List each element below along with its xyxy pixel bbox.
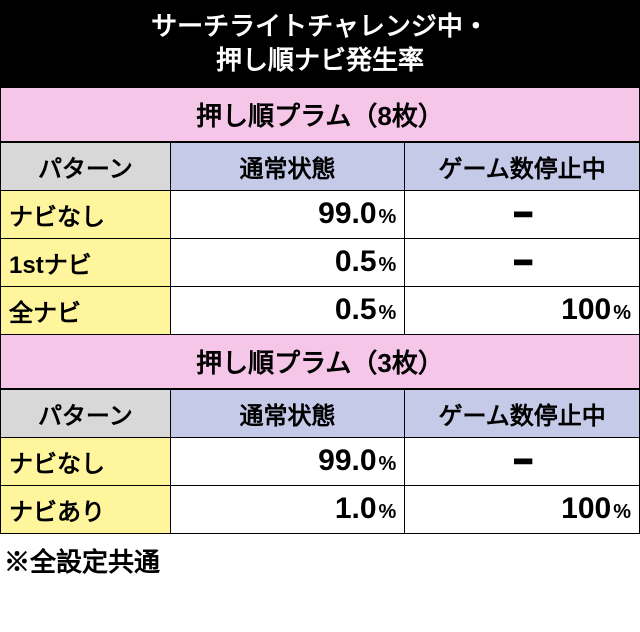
value-number: 100 [561, 293, 611, 326]
value-cell: 0.5% [170, 238, 405, 286]
table-header-row: パターン通常状態ゲーム数停止中 [1, 389, 640, 437]
main-title: サーチライトチャレンジ中・ 押し順ナビ発生率 [0, 0, 640, 88]
percent-label: % [379, 302, 397, 324]
table-row: ナビあり1.0%100% [1, 485, 640, 533]
data-table: パターン通常状態ゲーム数停止中ナビなし99.0%━1stナビ0.5%━全ナビ0.… [0, 142, 640, 335]
value-cell: 100% [405, 485, 640, 533]
title-line1: サーチライトチャレンジ中・ [0, 10, 640, 44]
title-line2: 押し順ナビ発生率 [0, 44, 640, 78]
data-table: パターン通常状態ゲーム数停止中ナビなし99.0%━ナビあり1.0%100% [0, 389, 640, 534]
footnote: ※全設定共通 [0, 534, 640, 587]
dash-icon: ━ [413, 198, 631, 231]
column-header: 通常状態 [170, 389, 405, 437]
dash-icon: ━ [413, 445, 631, 478]
column-header: 通常状態 [170, 142, 405, 190]
section-header: 押し順プラム（3枚） [0, 335, 640, 389]
value-cell: ━ [405, 437, 640, 485]
value-cell: ━ [405, 238, 640, 286]
value-cell: 99.0% [170, 190, 405, 238]
percent-label: % [613, 501, 631, 523]
value-number: 0.5 [335, 245, 377, 278]
percent-label: % [379, 206, 397, 228]
column-header: パターン [1, 389, 171, 437]
percent-label: % [379, 453, 397, 475]
dash-icon: ━ [413, 246, 631, 279]
table-header-row: パターン通常状態ゲーム数停止中 [1, 142, 640, 190]
value-cell: 99.0% [170, 437, 405, 485]
table-section: 押し順プラム（3枚）パターン通常状態ゲーム数停止中ナビなし99.0%━ナビあり1… [0, 335, 640, 534]
row-label: ナビなし [1, 437, 171, 485]
table-section: 押し順プラム（8枚）パターン通常状態ゲーム数停止中ナビなし99.0%━1stナビ… [0, 88, 640, 335]
tables-container: 押し順プラム（8枚）パターン通常状態ゲーム数停止中ナビなし99.0%━1stナビ… [0, 88, 640, 534]
table-row: 1stナビ0.5%━ [1, 238, 640, 286]
row-label: ナビあり [1, 485, 171, 533]
column-header: ゲーム数停止中 [405, 142, 640, 190]
value-cell: ━ [405, 190, 640, 238]
section-header: 押し順プラム（8枚） [0, 88, 640, 142]
column-header: ゲーム数停止中 [405, 389, 640, 437]
percent-label: % [379, 501, 397, 523]
table-row: 全ナビ0.5%100% [1, 286, 640, 334]
value-number: 1.0 [335, 492, 377, 525]
row-label: ナビなし [1, 190, 171, 238]
value-number: 99.0 [318, 444, 376, 477]
table-row: ナビなし99.0%━ [1, 437, 640, 485]
column-header: パターン [1, 142, 171, 190]
percent-label: % [613, 302, 631, 324]
value-cell: 1.0% [170, 485, 405, 533]
percent-label: % [379, 254, 397, 276]
value-number: 99.0 [318, 197, 376, 230]
row-label: 全ナビ [1, 286, 171, 334]
value-number: 100 [561, 492, 611, 525]
value-cell: 0.5% [170, 286, 405, 334]
row-label: 1stナビ [1, 238, 171, 286]
value-number: 0.5 [335, 293, 377, 326]
table-row: ナビなし99.0%━ [1, 190, 640, 238]
value-cell: 100% [405, 286, 640, 334]
